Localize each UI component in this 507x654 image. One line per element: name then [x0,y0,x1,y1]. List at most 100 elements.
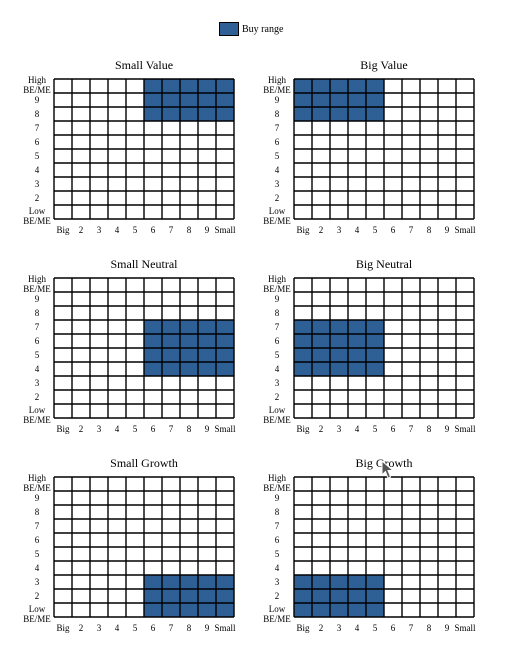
buy-range-cell [294,589,312,603]
x-tick-label: 9 [445,225,450,235]
y-tick-label: 3 [35,577,40,587]
y-tick-label: 2 [35,591,40,601]
x-tick-label: Big [56,225,70,235]
y-tick-label: 6 [35,336,40,346]
buy-range-cell [330,320,348,334]
y-tick-label: 8 [275,308,280,318]
buy-range-cell [198,79,216,93]
buy-range-cell [216,575,234,589]
x-tick-label: 5 [373,424,378,434]
x-tick-label: 9 [445,623,450,633]
y-tick-label: 3 [35,179,40,189]
x-tick-label: 6 [151,424,156,434]
legend-label: Buy range [242,23,284,35]
x-tick-label: 4 [355,424,360,434]
x-tick-label: Big [296,623,310,633]
chart-title: Small Value [115,58,173,72]
buy-range-cell [348,107,366,121]
buy-range-cell [294,348,312,362]
buy-range-cell [216,348,234,362]
buy-range-cell [348,334,366,348]
buy-range-cell [198,589,216,603]
y-tick-label: High BE/ME [23,75,51,95]
y-tick-label: 7 [35,322,40,332]
y-tick-label: 5 [35,151,40,161]
y-tick-label: 6 [35,137,40,147]
buy-range-cell [180,575,198,589]
y-tick-label: 4 [275,165,280,175]
buy-range-cell [180,589,198,603]
buy-range-cell [144,589,162,603]
y-tick-label: High BE/ME [23,473,51,493]
x-tick-label: 4 [115,623,120,633]
buy-range-cell [312,589,330,603]
buy-range-cell [348,79,366,93]
x-tick-label: 7 [169,225,174,235]
buy-range-cell [366,320,384,334]
buy-range-cell [162,603,180,617]
y-tick-label: 5 [275,350,280,360]
x-tick-label: 5 [373,225,378,235]
buy-range-cell [216,362,234,376]
x-tick-label: 3 [337,623,342,633]
buy-range-cell [312,603,330,617]
x-tick-label: Small [454,623,476,633]
x-tick-label: 2 [319,623,324,633]
legend: Buy range [219,22,283,36]
y-tick-label: High BE/ME [263,274,291,294]
x-tick-label: 2 [319,424,324,434]
buy-range-cell [162,320,180,334]
x-tick-label: Small [214,623,236,633]
buy-range-cell [180,79,198,93]
y-tick-label: 3 [275,378,280,388]
y-tick-label: 9 [35,493,40,503]
buy-range-cell [198,107,216,121]
y-tick-label: 2 [275,193,280,203]
y-tick-label: 4 [275,364,280,374]
x-tick-label: 5 [133,623,138,633]
y-tick-label: 9 [275,95,280,105]
y-tick-label: 2 [275,591,280,601]
x-tick-label: 6 [151,225,156,235]
x-tick-label: 9 [205,623,210,633]
y-tick-label: Low BE/ME [263,206,291,226]
y-tick-label: 6 [275,535,280,545]
buy-range-cell [144,334,162,348]
x-tick-label: 3 [97,623,102,633]
y-tick-label: 3 [275,577,280,587]
x-tick-label: Small [454,424,476,434]
buy-range-cell [294,603,312,617]
y-tick-label: 3 [275,179,280,189]
buy-range-cell [216,93,234,107]
buy-range-cell [198,93,216,107]
y-tick-label: 8 [35,308,40,318]
buy-range-cell [216,603,234,617]
x-tick-label: 4 [355,225,360,235]
y-tick-label: 8 [275,109,280,119]
mouse-cursor-icon [381,460,395,479]
buy-range-cell [180,334,198,348]
y-tick-label: 8 [35,507,40,517]
y-tick-label: 3 [35,378,40,388]
y-tick-label: 7 [275,123,280,133]
x-tick-label: 7 [409,225,414,235]
x-tick-label: 8 [187,424,192,434]
y-tick-label: 2 [35,193,40,203]
buy-range-cell [366,93,384,107]
buy-range-cell [162,79,180,93]
buy-range-cell [294,107,312,121]
buy-range-cell [294,320,312,334]
buy-range-cell [180,362,198,376]
x-tick-label: 6 [391,225,396,235]
x-tick-label: 2 [79,424,84,434]
y-tick-label: 2 [35,392,40,402]
buy-range-cell [294,362,312,376]
buy-range-cell [144,93,162,107]
buy-range-cell [198,575,216,589]
y-tick-label: High BE/ME [263,473,291,493]
x-tick-label: 8 [187,225,192,235]
y-tick-label: 5 [35,350,40,360]
x-tick-label: 7 [409,623,414,633]
